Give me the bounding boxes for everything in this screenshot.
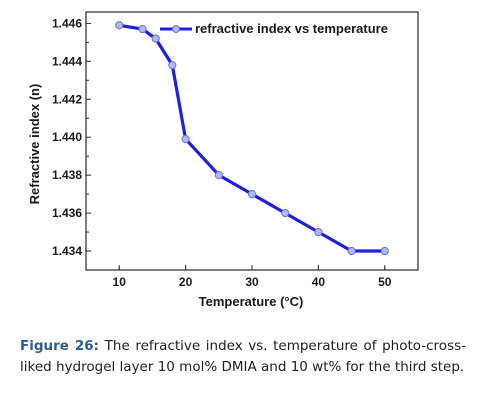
- data-point: [380, 246, 389, 256]
- data-point: [151, 34, 160, 43]
- x-axis-ticks: 10 20 30 40 50: [113, 265, 392, 289]
- y-tick-label: 1.442: [52, 92, 82, 106]
- y-tick-label: 1.436: [52, 206, 82, 220]
- data-point: [347, 246, 356, 256]
- y-tick-label: 1.446: [52, 16, 82, 30]
- x-tick-label: 50: [378, 275, 392, 289]
- data-point: [281, 208, 290, 218]
- data-point: [181, 135, 190, 144]
- y-tick-label: 1.434: [52, 244, 82, 258]
- series-line: [118, 23, 385, 253]
- chart-axes: [85, 11, 419, 271]
- x-axis-title: Temperature (°C): [199, 294, 304, 309]
- figure-label: Figure 26:: [20, 338, 100, 354]
- plot-frame: [85, 11, 419, 271]
- data-point: [314, 227, 323, 237]
- data-point: [168, 61, 177, 70]
- y-tick-label: 1.440: [52, 130, 82, 144]
- line-chart: 10 20 30 40 50 1.434 1.436 1.438 1.440 1.442 1.44…: [27, 11, 419, 309]
- x-tick-label: 10: [113, 275, 127, 289]
- y-tick-label: 1.444: [52, 54, 82, 68]
- series-refractive-index: [115, 21, 389, 256]
- x-tick-label: 30: [245, 275, 259, 289]
- legend: refractive index vs temperature: [160, 21, 388, 36]
- x-tick-label: 40: [312, 275, 326, 289]
- x-tick-label: 20: [179, 275, 193, 289]
- y-axis-title: Refractive index (n): [27, 84, 42, 205]
- legend-label: refractive index vs temperature: [195, 21, 388, 36]
- legend-marker-swatch: [172, 25, 180, 33]
- y-axis-ticks: 1.434 1.436 1.438 1.440 1.442 1.444 1.446: [52, 16, 91, 258]
- data-point: [247, 190, 257, 199]
- data-point: [138, 24, 147, 34]
- figure-caption: Figure 26: The refractive index vs. temp…: [20, 336, 466, 378]
- y-tick-label: 1.438: [52, 168, 82, 182]
- figure-caption-text: The refractive index vs. temperature of …: [20, 338, 467, 375]
- data-point: [214, 171, 223, 180]
- data-point: [115, 21, 124, 30]
